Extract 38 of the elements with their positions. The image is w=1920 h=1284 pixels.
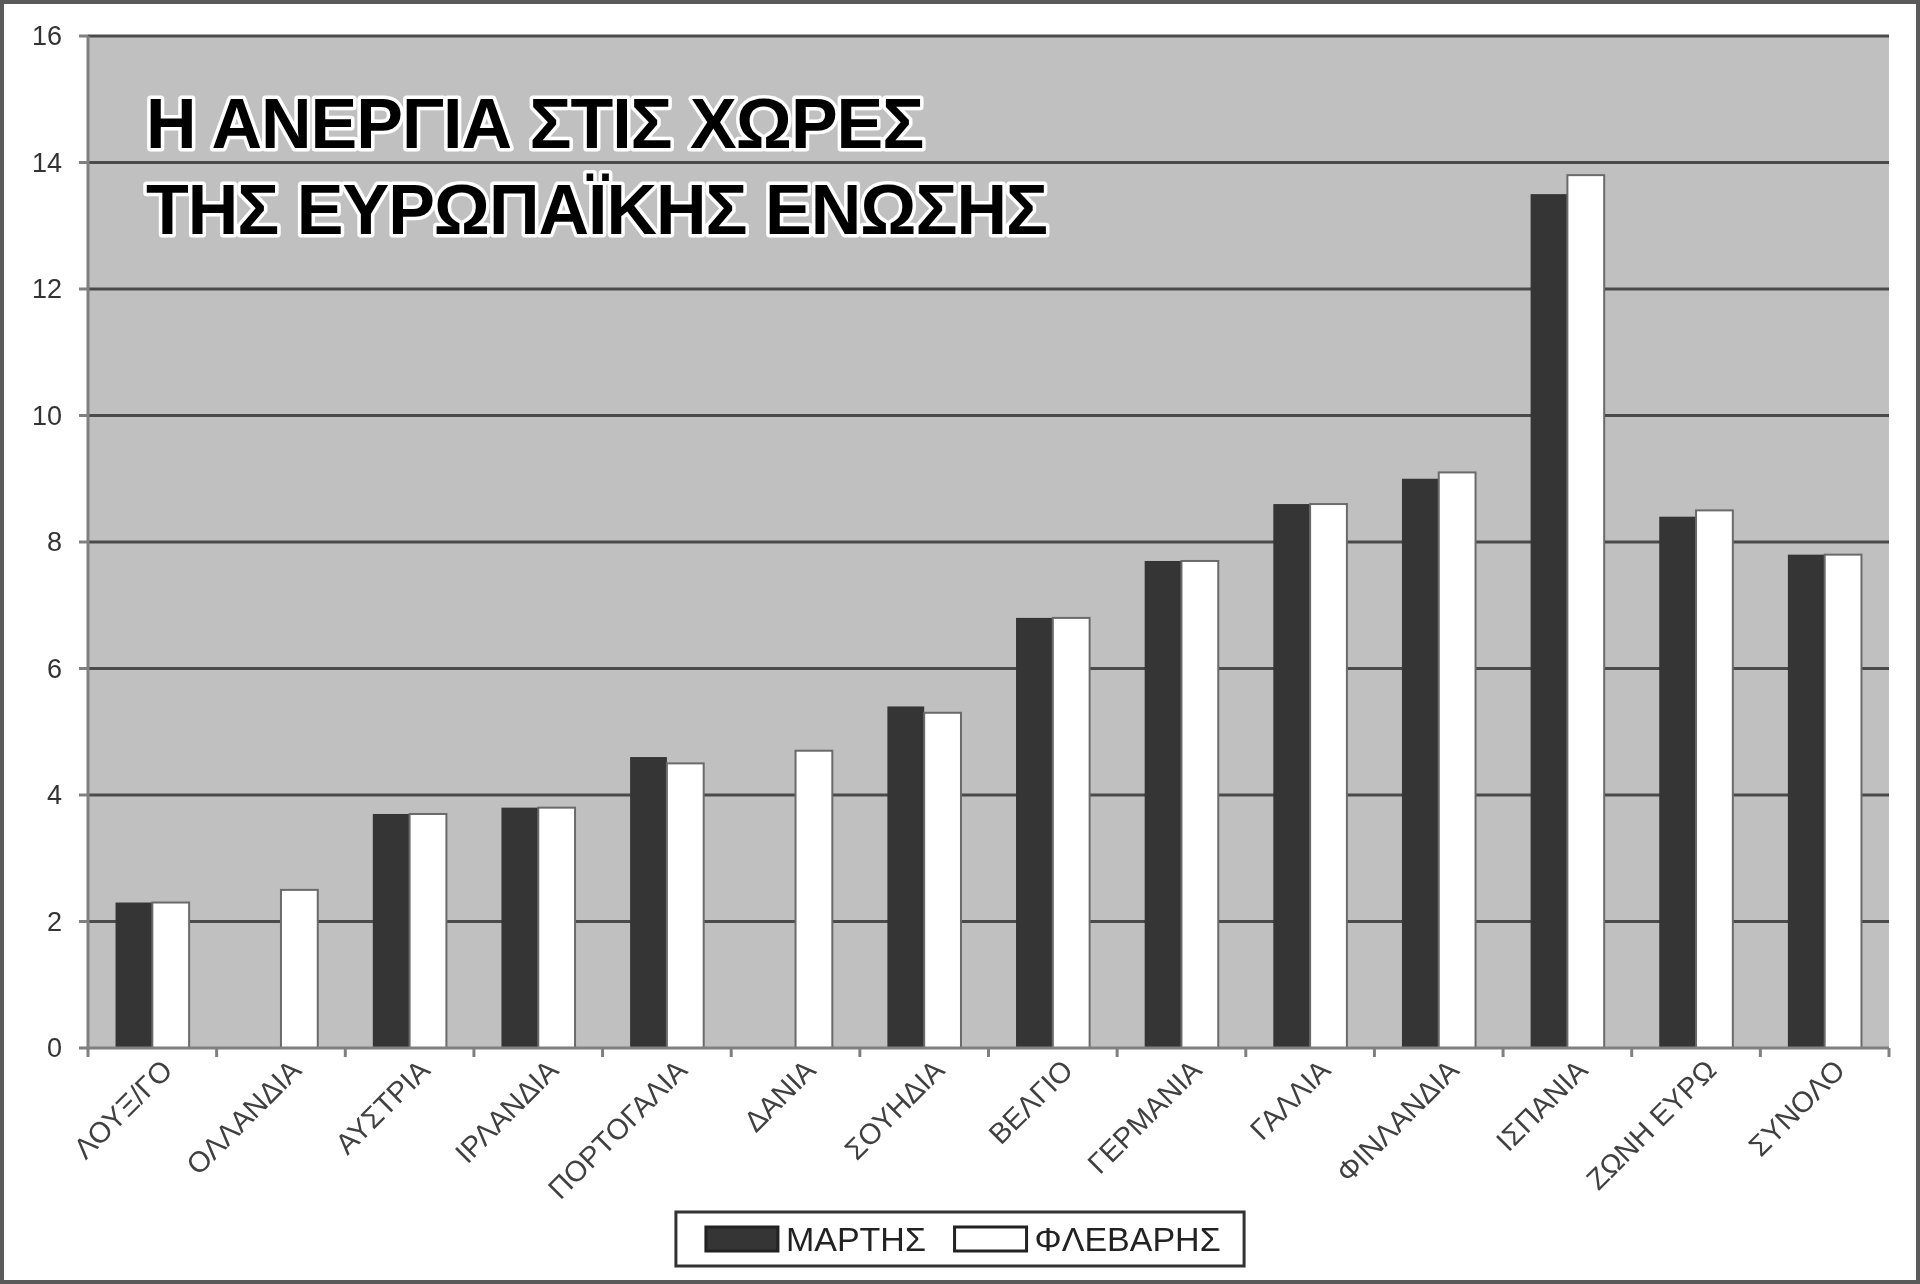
bar [794, 749, 834, 1049]
bar [372, 813, 410, 1048]
y-tick-label: 14 [31, 147, 62, 178]
bar [1051, 616, 1091, 1049]
bar [887, 706, 925, 1048]
y-tick-label: 0 [46, 1033, 62, 1064]
y-tick-label: 2 [46, 906, 62, 937]
bar [1695, 509, 1734, 1049]
bar [151, 901, 191, 1049]
legend-label: ΦΛΕΒΑΡΗΣ [1034, 1220, 1221, 1259]
bar [923, 711, 962, 1049]
bar [408, 812, 448, 1049]
legend-label: ΜΑΡΤΗΣ [785, 1220, 926, 1259]
y-tick-label: 8 [46, 527, 62, 558]
bar [1309, 503, 1348, 1049]
bar [630, 757, 667, 1048]
bar [279, 888, 319, 1049]
bar [1566, 174, 1606, 1049]
bar [665, 762, 705, 1049]
bar [1787, 554, 1825, 1048]
y-tick-label: 16 [31, 21, 62, 52]
bar [1273, 504, 1311, 1048]
bar [1823, 553, 1863, 1049]
bar [1530, 194, 1568, 1048]
bar [537, 806, 577, 1049]
y-tick-label: 4 [46, 780, 62, 811]
bar [1016, 617, 1053, 1048]
y-tick-label: 6 [46, 653, 62, 684]
bar [501, 807, 539, 1048]
bar [1401, 478, 1439, 1048]
bar [1144, 560, 1182, 1048]
bar [1437, 471, 1477, 1049]
text: Η ΑΝΕΡΓΙΑ ΣΤΙΣ ΧΩΡΕΣ ΤΗΣ ΕΥΡΩΠΑΪΚΗΣ ΕΝΩΣΗΣ [146, 85, 1047, 249]
y-tick-label: 12 [31, 274, 62, 305]
y-tick-label: 10 [31, 400, 62, 431]
bar [1659, 516, 1697, 1048]
bar [1180, 559, 1220, 1049]
bar [115, 902, 153, 1048]
